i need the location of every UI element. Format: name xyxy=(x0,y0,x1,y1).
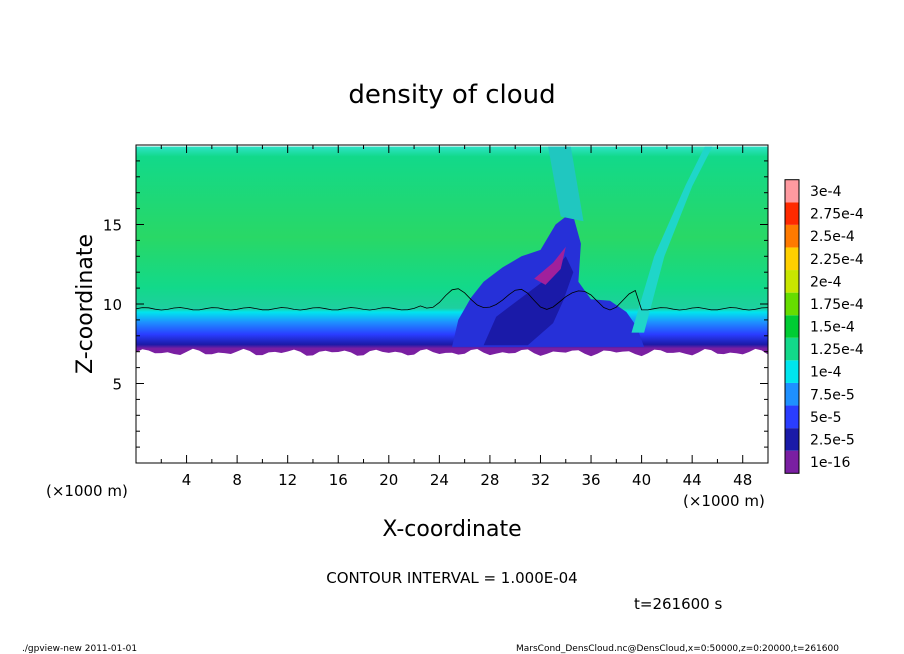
colorbar-label: 1e-4 xyxy=(810,365,842,381)
x-tick-label: 36 xyxy=(581,471,600,489)
colorbar-swatch xyxy=(785,382,799,406)
y-tick-label: 10 xyxy=(103,296,122,314)
density-field xyxy=(136,146,768,357)
x-tick-label: 8 xyxy=(232,471,242,489)
x-tick-label: 4 xyxy=(182,471,192,489)
x-axis-ticks: 4 8 12 16 20 24 28 32 36 40 44 48 xyxy=(160,145,752,489)
y-axis-label: Z-coordinate xyxy=(73,234,98,374)
colorbar-label: 1.25e-4 xyxy=(810,342,864,358)
colorbar-swatch xyxy=(785,405,799,429)
cloud-base-edge xyxy=(136,348,768,357)
colorbar-swatch xyxy=(785,337,799,361)
colorbar-swatch xyxy=(785,270,799,293)
y-axis-ticks: 5 10 15 xyxy=(103,160,768,448)
colorbar-label: 1.5e-4 xyxy=(810,320,855,336)
cloud-layer xyxy=(136,146,768,349)
time-label: t=261600 s xyxy=(634,595,722,613)
wave-streak xyxy=(631,146,713,333)
colorbar-label: 1e-16 xyxy=(810,455,850,471)
colorbar-label: 2.5e-4 xyxy=(810,229,855,245)
x-axis-label: X-coordinate xyxy=(382,517,521,542)
y-tick-label: 15 xyxy=(103,217,122,235)
contour-interval-label: CONTOUR INTERVAL = 1.000E-04 xyxy=(326,569,577,587)
colorbar-swatch xyxy=(785,315,799,338)
colorbar-label: 1.75e-4 xyxy=(810,297,864,313)
colorbar-label: 7.5e-5 xyxy=(810,387,855,403)
x-tick-label: 28 xyxy=(480,471,499,489)
chart-title: density of cloud xyxy=(348,80,555,110)
footer-left: ./gpview-new 2011-01-01 xyxy=(22,644,137,654)
colorbar-swatch xyxy=(785,202,799,225)
plume-column xyxy=(548,146,584,222)
x-unit-right: (×1000 m) xyxy=(683,492,765,510)
colorbar-label: 2.75e-4 xyxy=(810,207,864,223)
perturbed-peak xyxy=(534,246,566,285)
colorbar-swatch xyxy=(785,428,799,451)
colorbar-swatch xyxy=(785,450,799,474)
contour-line xyxy=(136,288,768,311)
colorbar-label: 2.25e-4 xyxy=(810,252,864,268)
x-tick-label: 32 xyxy=(531,471,550,489)
y-tick-label: 5 xyxy=(112,376,122,394)
colorbar-swatch xyxy=(785,247,799,271)
colorbar-swatch xyxy=(785,179,799,203)
x-tick-label: 20 xyxy=(379,471,398,489)
x-tick-label: 44 xyxy=(683,471,702,489)
colorbar-frame xyxy=(784,179,800,474)
x-tick-label: 16 xyxy=(329,471,348,489)
colorbar-label: 2e-4 xyxy=(810,274,842,290)
colorbar-swatch xyxy=(785,224,799,248)
colorbar-swatch xyxy=(785,360,799,383)
x-unit-left: (×1000 m) xyxy=(46,482,128,500)
x-tick-label: 12 xyxy=(278,471,297,489)
colorbar-label: 3e-4 xyxy=(810,184,842,200)
footer-right: MarsCond_DensCloud.nc@DensCloud,x=0:5000… xyxy=(516,644,839,654)
x-tick-label: 24 xyxy=(430,471,449,489)
colorbar-swatch xyxy=(785,292,799,316)
x-tick-label: 48 xyxy=(733,471,752,489)
colorbar-label: 5e-5 xyxy=(810,410,841,426)
colorbar-label: 2.5e-5 xyxy=(810,432,855,448)
x-tick-label: 40 xyxy=(632,471,651,489)
colorbar: 1e-16 2.5e-5 5e-5 7.5e-5 1e-4 1.25e-4 1.5e-4 1.… xyxy=(784,179,864,474)
